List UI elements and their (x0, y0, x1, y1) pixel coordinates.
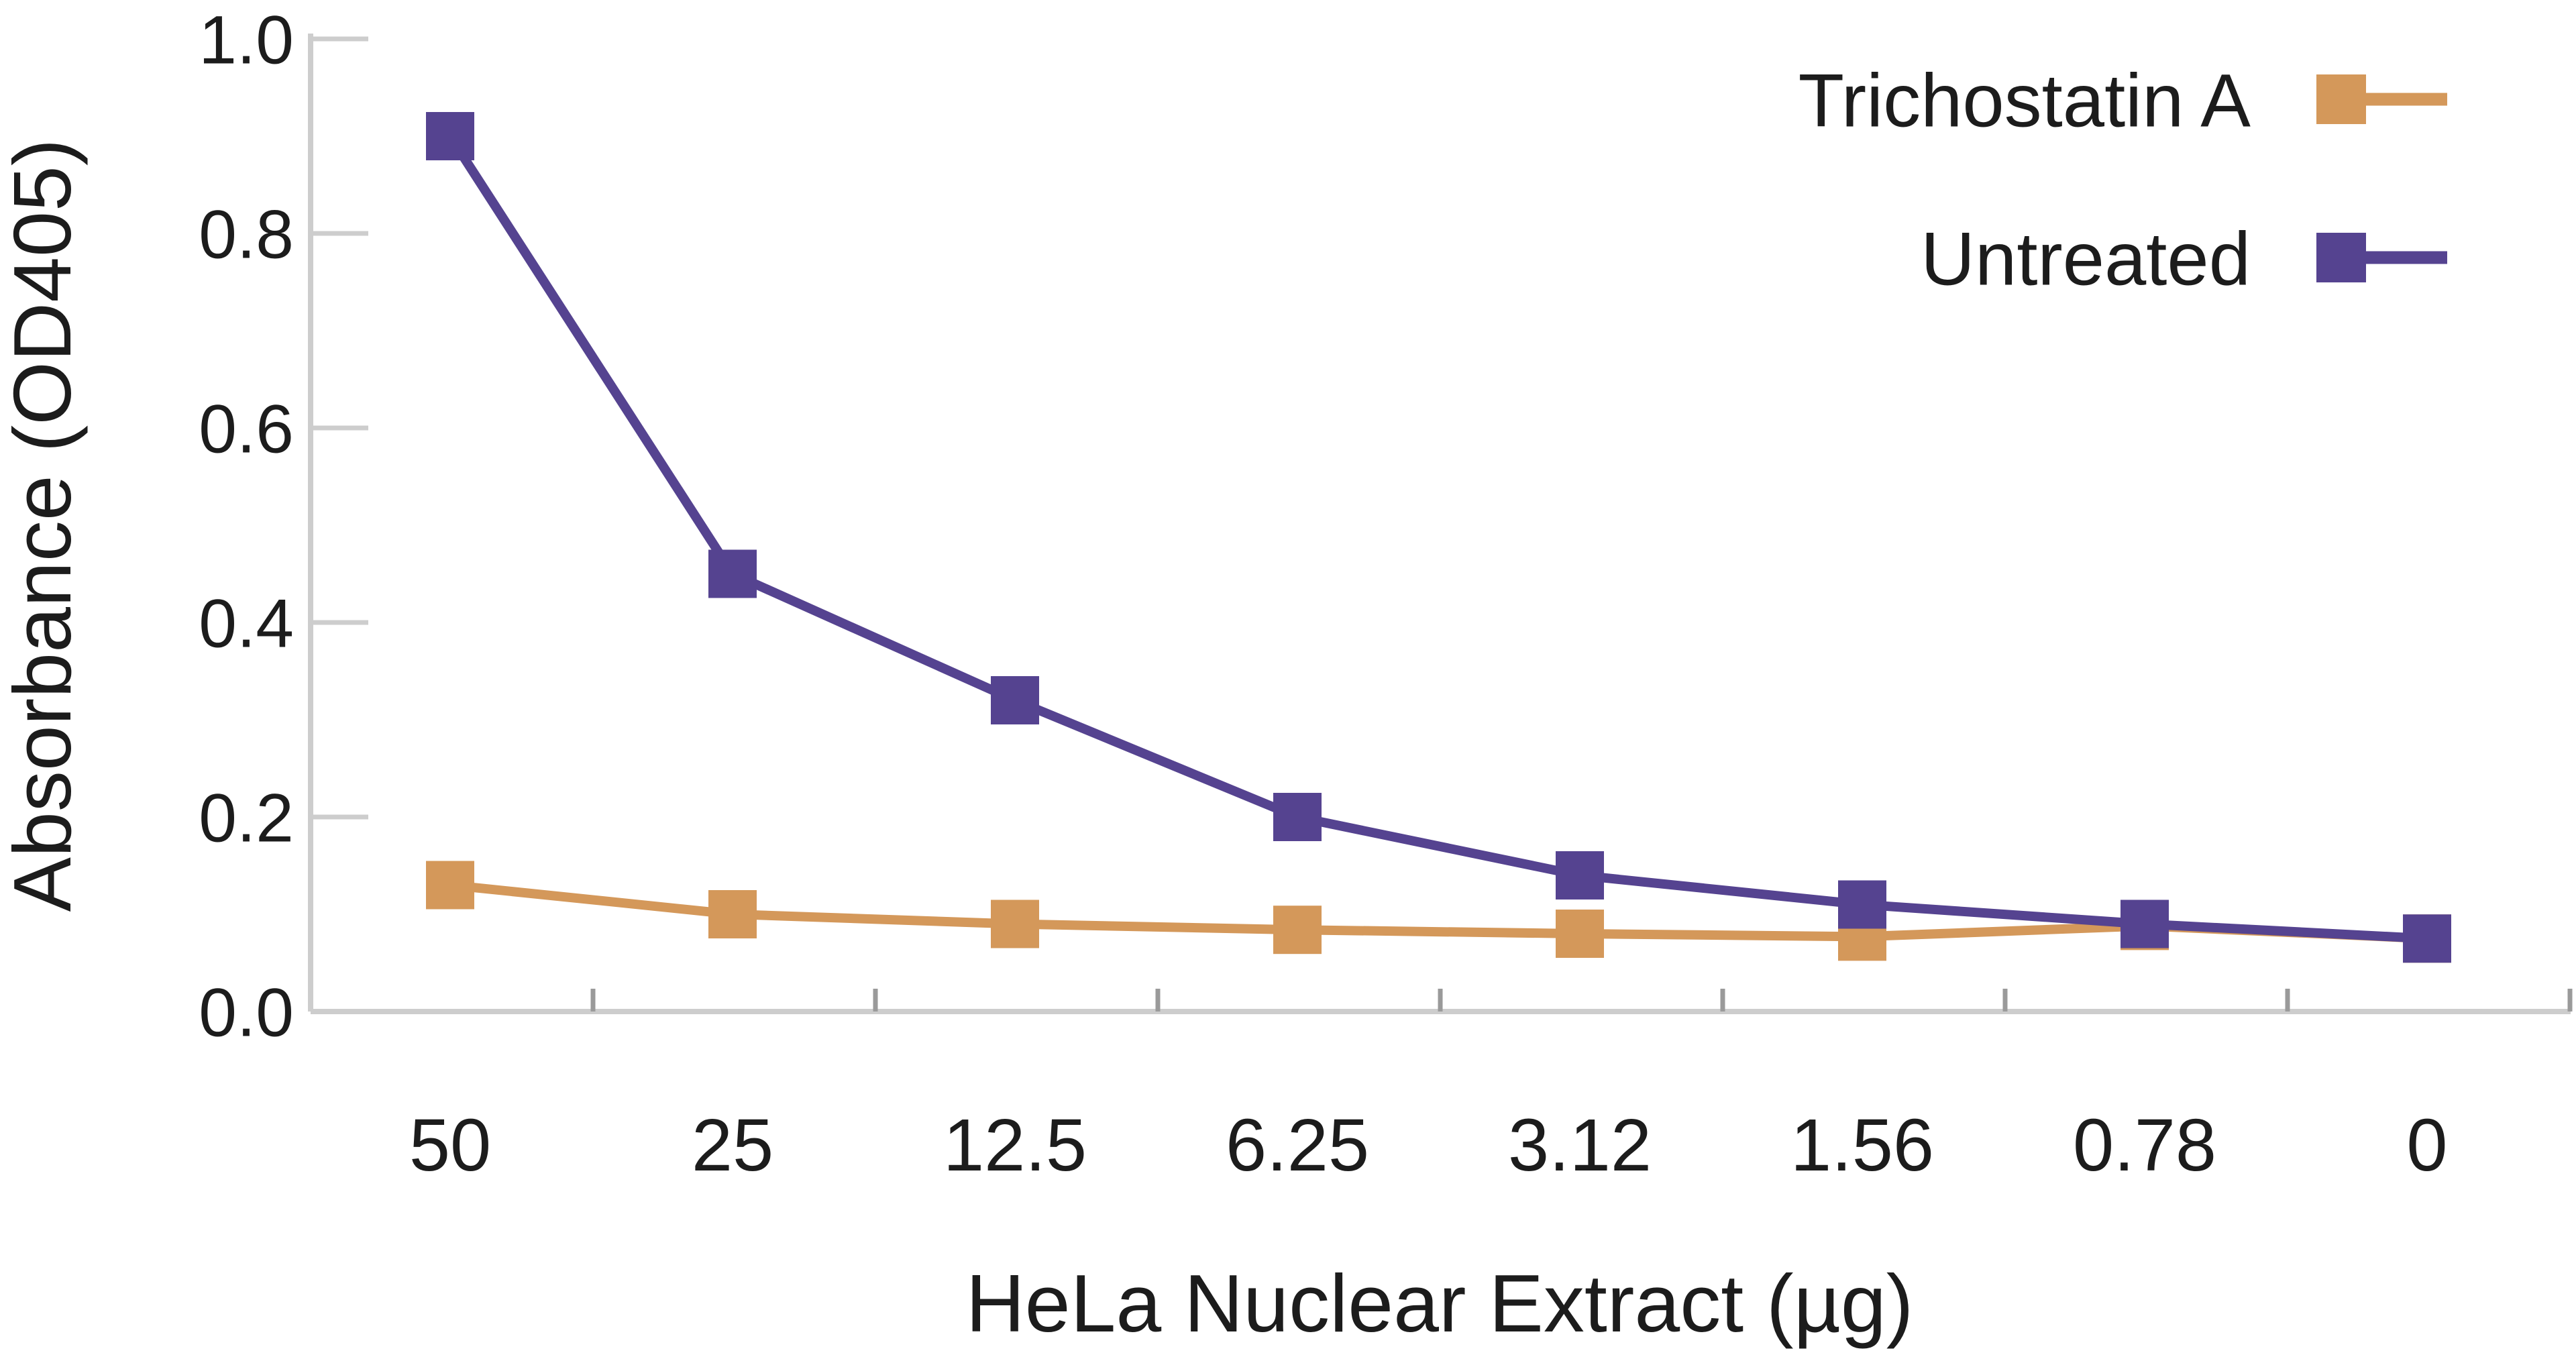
data-point-marker (1838, 880, 1886, 929)
y-tick-label: 1.0 (199, 2, 294, 78)
data-point-marker (1273, 793, 1322, 841)
x-tick-label: 50 (409, 1104, 491, 1187)
x-axis: 50 25 12.5 6.25 3.12 1.56 0.78 0 (311, 989, 2573, 1187)
legend-entry: Trichostatin A (1799, 58, 2447, 142)
legend-marker-swatch (2316, 233, 2366, 282)
data-point-marker (708, 549, 757, 598)
data-point-marker (1273, 906, 1322, 955)
legend-entry: Untreated (1921, 217, 2447, 301)
x-tick-label: 25 (692, 1104, 773, 1187)
y-tick-label: 0.8 (199, 197, 294, 273)
data-point-marker (426, 112, 474, 160)
y-tick-label: 0.0 (199, 975, 294, 1051)
series-line (449, 880, 2428, 944)
x-tick-label: 3.12 (1508, 1104, 1652, 1187)
legend-marker-swatch (2316, 74, 2366, 124)
data-series-group (426, 112, 2451, 963)
x-tick-label: 12.5 (943, 1104, 1087, 1187)
x-tick-label: 0.78 (2073, 1104, 2216, 1187)
legend: Trichostatin A Untreated (1799, 58, 2447, 301)
x-tick-label: 6.25 (1226, 1104, 1369, 1187)
y-tick-label: 0.2 (199, 780, 294, 857)
y-tick-label: 0.4 (199, 586, 294, 662)
x-axis-title: HeLa Nuclear Extract (µg) (966, 1258, 1914, 1349)
legend-label: Untreated (1921, 217, 2251, 301)
y-axis: 1.0 0.8 0.6 0.4 0.2 0.0 (199, 2, 368, 1051)
data-point-marker (991, 676, 1039, 724)
x-tick-label: 1.56 (1790, 1104, 1934, 1187)
data-point-marker (2121, 899, 2169, 948)
data-point-marker (991, 899, 1039, 948)
y-tick-label: 0.6 (199, 391, 294, 468)
data-point-marker (1556, 910, 1604, 958)
series-line (446, 133, 2428, 944)
data-point-marker (2403, 914, 2451, 963)
data-point-marker (708, 890, 757, 938)
legend-label: Trichostatin A (1799, 58, 2251, 142)
data-point-marker (426, 861, 474, 910)
y-axis-title: Absorbance (OD405) (0, 139, 88, 912)
series-untreated (426, 112, 2451, 963)
x-tick-label: 0 (2406, 1104, 2447, 1187)
data-point-marker (1556, 851, 1604, 899)
